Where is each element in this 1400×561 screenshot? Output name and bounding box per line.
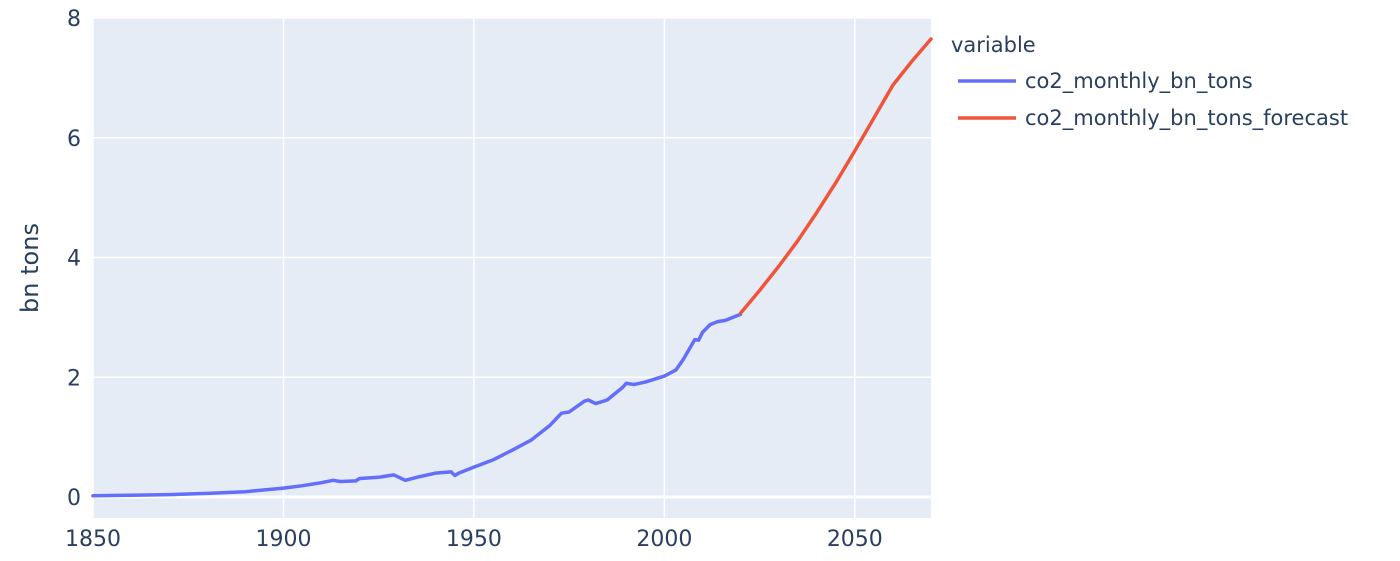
plot-background — [93, 18, 931, 518]
legend-item-label: co2_monthly_bn_tons — [1025, 69, 1253, 94]
y-axis-ticks: 0 2 4 6 8 — [67, 7, 81, 511]
legend: variable co2_monthly_bn_tons co2_monthly_… — [951, 33, 1348, 131]
y-tick-label: 4 — [67, 247, 81, 272]
y-tick-label: 6 — [67, 127, 81, 152]
series-lines — [91, 37, 933, 498]
y-tick-label: 8 — [67, 7, 81, 32]
x-tick-label: 2050 — [827, 527, 883, 552]
x-tick-label: 1900 — [255, 527, 311, 552]
y-axis-title: bn tons — [16, 223, 44, 313]
series-line-2 — [738, 37, 933, 315]
x-tick-label: 2000 — [636, 527, 692, 552]
y-tick-label: 0 — [67, 486, 81, 511]
x-tick-label: 1850 — [65, 527, 121, 552]
y-tick-label: 2 — [67, 366, 81, 391]
x-tick-label: 1950 — [446, 527, 502, 552]
grid — [92, 17, 931, 518]
legend-title: variable — [951, 33, 1036, 57]
legend-item-label: co2_monthly_bn_tons_forecast — [1025, 106, 1348, 131]
series-line-1 — [91, 312, 743, 498]
x-axis-ticks: 1850 1900 1950 2000 2050 — [65, 527, 883, 552]
